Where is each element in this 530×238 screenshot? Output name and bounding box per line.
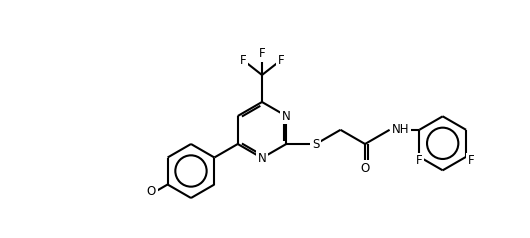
Text: N: N	[282, 109, 290, 123]
Text: O: O	[147, 185, 156, 198]
Text: F: F	[468, 154, 475, 167]
Text: F: F	[240, 54, 246, 67]
Text: N: N	[258, 152, 267, 164]
Text: S: S	[312, 138, 320, 150]
Text: F: F	[278, 54, 284, 67]
Text: F: F	[416, 154, 422, 167]
Text: F: F	[259, 47, 266, 60]
Text: NH: NH	[392, 123, 409, 136]
Text: O: O	[360, 162, 370, 175]
